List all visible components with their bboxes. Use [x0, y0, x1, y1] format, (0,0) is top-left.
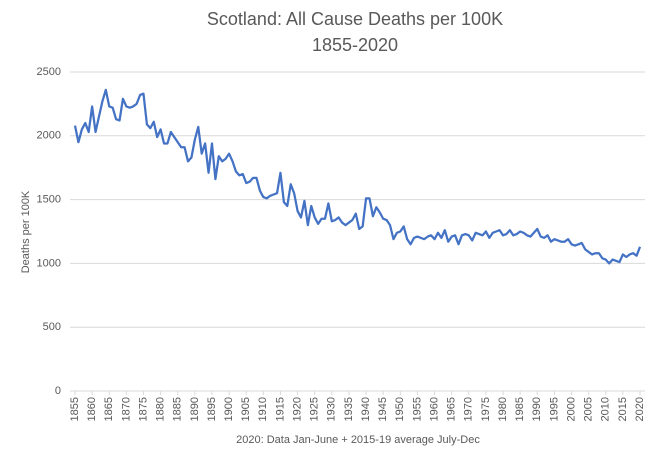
x-tick-label: 1950: [394, 397, 406, 421]
x-tick-label: 2005: [583, 397, 595, 421]
x-tick-label: 1925: [309, 397, 321, 421]
x-axis-label: 2020: Data Jan-June + 2015-19 average Ju…: [236, 434, 480, 446]
chart-subtitle: 1855-2020: [312, 35, 398, 55]
y-tick-label: 1000: [37, 257, 61, 269]
chart-title: Scotland: All Cause Deaths per 100K: [207, 9, 503, 29]
x-tick-label: 1900: [223, 397, 235, 421]
y-axis-label: Deaths per 100K: [20, 190, 32, 273]
x-tick-label: 2020: [634, 397, 646, 421]
x-tick-label: 1965: [446, 397, 458, 421]
x-tick-label: 1895: [206, 397, 218, 421]
x-tick-label: 1980: [497, 397, 509, 421]
x-tick-label: 1995: [548, 397, 560, 421]
x-tick-label: 2000: [565, 397, 577, 421]
x-tick-label: 2015: [617, 397, 629, 421]
x-tick-label: 1935: [343, 397, 355, 421]
x-tick-label: 2010: [600, 397, 612, 421]
y-tick-label: 1500: [37, 194, 61, 206]
y-tick-label: 2000: [37, 130, 61, 142]
x-tick-label: 1870: [120, 397, 132, 421]
y-tick-label: 500: [43, 321, 61, 333]
x-tick-label: 1890: [189, 397, 201, 421]
x-tick-label: 1930: [326, 397, 338, 421]
data-line: [73, 88, 642, 265]
x-tick-label: 1990: [531, 397, 543, 421]
x-tick-label: 1975: [480, 397, 492, 421]
x-tick-label: 1910: [257, 397, 269, 421]
x-tick-label: 1945: [377, 397, 389, 421]
y-tick-label: 2500: [37, 66, 61, 78]
x-tick-label: 1920: [291, 397, 303, 421]
x-tick-label: 1960: [428, 397, 440, 421]
x-tick-label: 1875: [137, 397, 149, 421]
x-tick-label: 1940: [360, 397, 372, 421]
x-tick-label: 1915: [274, 397, 286, 421]
x-tick-label: 1860: [86, 397, 98, 421]
x-tick-label: 1985: [514, 397, 526, 421]
x-tick-label: 1865: [103, 397, 115, 421]
x-tick-label: 1855: [69, 397, 81, 421]
y-tick-label: 0: [55, 385, 61, 397]
x-tick-label: 1955: [411, 397, 423, 421]
x-tick-label: 1905: [240, 397, 252, 421]
x-tick-label: 1885: [172, 397, 184, 421]
x-tick-label: 1880: [155, 397, 167, 421]
x-tick-label: 1970: [463, 397, 475, 421]
